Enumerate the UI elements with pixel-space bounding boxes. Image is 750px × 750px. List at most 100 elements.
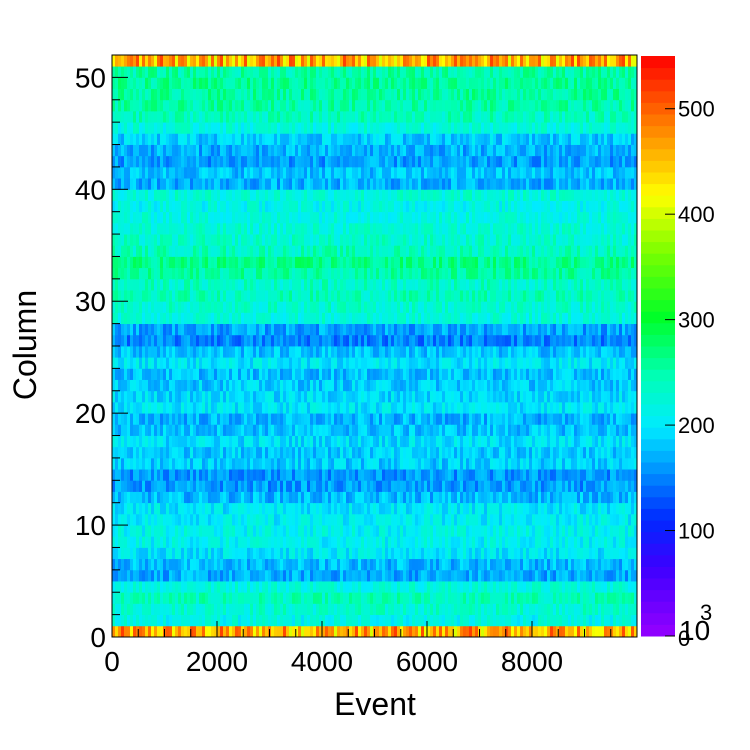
heatmap-cell [124,346,128,358]
heatmap-cell [229,513,233,526]
heatmap-cell [631,536,635,548]
heatmap-cell [481,435,485,448]
heatmap-cell [541,401,545,414]
heatmap-cell [520,491,524,504]
heatmap-cell [142,390,146,403]
heatmap-cell [463,424,467,436]
heatmap-cell [328,346,332,358]
heatmap-cell [376,603,380,616]
heatmap-cell [310,346,314,358]
heatmap-cell [481,379,485,392]
heatmap-cell [370,581,374,593]
heatmap-cell [556,581,560,593]
heatmap-cell [175,581,179,593]
heatmap-cell [169,346,173,358]
heatmap-cell [601,502,605,515]
heatmap-cell [274,569,278,582]
heatmap-cell [235,312,239,325]
heatmap-cell [484,357,488,369]
heatmap-cell [118,480,122,492]
heatmap-cell [625,536,629,548]
heatmap-cell [517,536,521,548]
heatmap-cell [256,625,260,638]
heatmap-cell [301,513,305,526]
heatmap-cell [544,525,548,537]
heatmap-cell [253,513,257,526]
heatmap-cell [373,469,377,481]
heatmap-cell [472,480,476,492]
heatmap-cell [190,435,194,448]
heatmap-cell [616,435,620,448]
heatmap-cell [436,592,440,604]
heatmap-cell [157,357,161,369]
heatmap-cell [256,491,260,504]
heatmap-cell [172,457,176,470]
heatmap-cell [481,569,485,582]
heatmap-cell [409,480,413,492]
heatmap-cell [409,581,413,593]
heatmap-cell [358,424,362,436]
heatmap-cell [481,536,485,548]
heatmap-cell [607,502,611,515]
heatmap-cell [409,323,413,336]
heatmap-cell [610,547,614,560]
heatmap-cell [544,480,548,492]
heatmap-cell [631,390,635,403]
heatmap-cell [388,346,392,358]
heatmap-cell [445,581,449,593]
heatmap-cell [379,357,383,369]
heatmap-cell [277,547,281,560]
heatmap-cell [223,525,227,537]
heatmap-cell [400,312,404,325]
heatmap-cell [319,379,323,392]
heatmap-cell [301,603,305,616]
heatmap-cell [316,625,320,638]
heatmap-cell [574,435,578,448]
heatmap-cell [415,625,419,638]
heatmap-cell [187,334,191,347]
heatmap-cell [496,513,500,526]
heatmap-cell [568,480,572,492]
heatmap-cell [265,457,269,470]
heatmap-cell [556,357,560,369]
heatmap-cell [361,614,365,627]
heatmap-cell [226,625,230,638]
heatmap-cell [181,547,185,560]
heatmap-cell [298,413,302,425]
heatmap-cell [310,603,314,616]
heatmap-cell [337,513,341,526]
heatmap-cell [367,569,371,582]
heatmap-cell [514,469,518,481]
heatmap-cell [412,491,416,504]
heatmap-cell [607,536,611,548]
heatmap-cell [214,581,218,593]
heatmap-cell [220,424,224,436]
heatmap-cell [160,334,164,347]
heatmap-cell [517,413,521,425]
heatmap-cell [631,469,635,481]
heatmap-cell [211,491,215,504]
heatmap-cell [154,413,158,425]
heatmap-cell [292,334,296,347]
heatmap-cell [187,446,191,459]
heatmap-cell [412,334,416,347]
heatmap-cell [523,547,527,560]
heatmap-cell [604,569,608,582]
heatmap-cell [343,480,347,492]
heatmap-cell [280,569,284,582]
heatmap-cell [310,547,314,560]
heatmap-cell [571,401,575,414]
heatmap-cell [181,323,185,336]
heatmap-cell [328,379,332,392]
heatmap-cell [595,536,599,548]
heatmap-cell [415,536,419,548]
heatmap-cell [175,413,179,425]
heatmap-cell [322,592,326,604]
heatmap-cell [607,480,611,492]
heatmap-cell [256,379,260,392]
heatmap-cell [160,558,164,571]
heatmap-cell [319,525,323,537]
heatmap-cell [208,614,212,627]
heatmap-cell [181,491,185,504]
heatmap-cell [613,379,617,392]
